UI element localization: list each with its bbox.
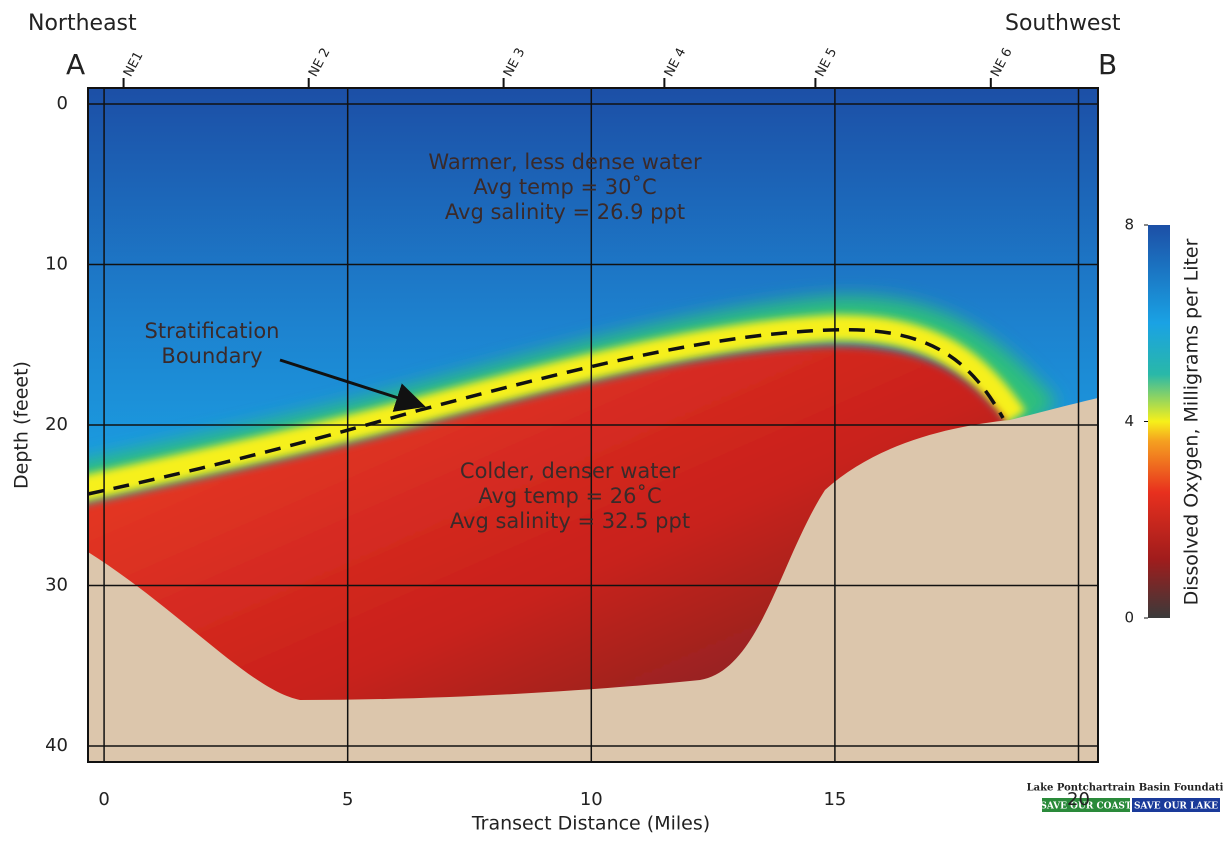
right-label: Southwest: [1005, 11, 1121, 36]
x-tick-label: 15: [823, 789, 846, 810]
station-label: NE 2: [306, 46, 333, 80]
end-a: A: [66, 48, 85, 81]
x-tick-label: 10: [580, 789, 603, 810]
logo-title: Lake Pontchartrain Basin Foundation: [1027, 783, 1223, 794]
annotation: Avg salinity = 26.9 ppt: [445, 200, 685, 224]
station-label: NE 4: [662, 46, 689, 80]
end-b: B: [1098, 48, 1117, 81]
colorbar-label: Dissolved Oxygen, Milligrams per Liter: [1181, 238, 1203, 605]
annotation: Avg salinity = 32.5 ppt: [450, 509, 690, 533]
y-axis-label: Depth (feeet): [11, 361, 33, 489]
station-label: NE 3: [501, 46, 528, 80]
station-label: NE 6: [988, 46, 1015, 80]
y-tick-label: 0: [57, 93, 68, 114]
left-label: Northeast: [28, 11, 137, 36]
annotation: Avg temp = 26˚C: [478, 484, 661, 508]
x-tick-label: 0: [98, 789, 109, 810]
colorbar-tick-label: 8: [1124, 216, 1134, 234]
station-label: NE 5: [813, 46, 840, 80]
colorbar-tick-label: 0: [1124, 609, 1134, 627]
y-tick-label: 30: [45, 574, 68, 595]
colorbar-tick-label: 4: [1124, 412, 1134, 430]
annotation: Boundary: [161, 344, 262, 368]
x-axis-label: Transect Distance (Miles): [471, 813, 710, 835]
annotation: Avg temp = 30˚C: [473, 175, 656, 199]
y-tick-label: 40: [45, 735, 68, 756]
y-tick-label: 10: [45, 254, 68, 275]
annotation: Warmer, less dense water: [428, 150, 702, 174]
colorbar: [1148, 225, 1170, 618]
x-tick-label: 5: [342, 789, 353, 810]
y-tick-label: 20: [45, 414, 68, 435]
x-tick-label: 20: [1067, 789, 1090, 810]
annotation: Colder, denser water: [460, 459, 681, 483]
logo-badge-text: SAVE OUR LAKE: [1134, 802, 1218, 812]
chart: Northeast Southwest A B Transect Distanc…: [0, 0, 1223, 842]
station-label: NE1: [121, 49, 147, 79]
annotation: Stratification: [144, 319, 279, 343]
